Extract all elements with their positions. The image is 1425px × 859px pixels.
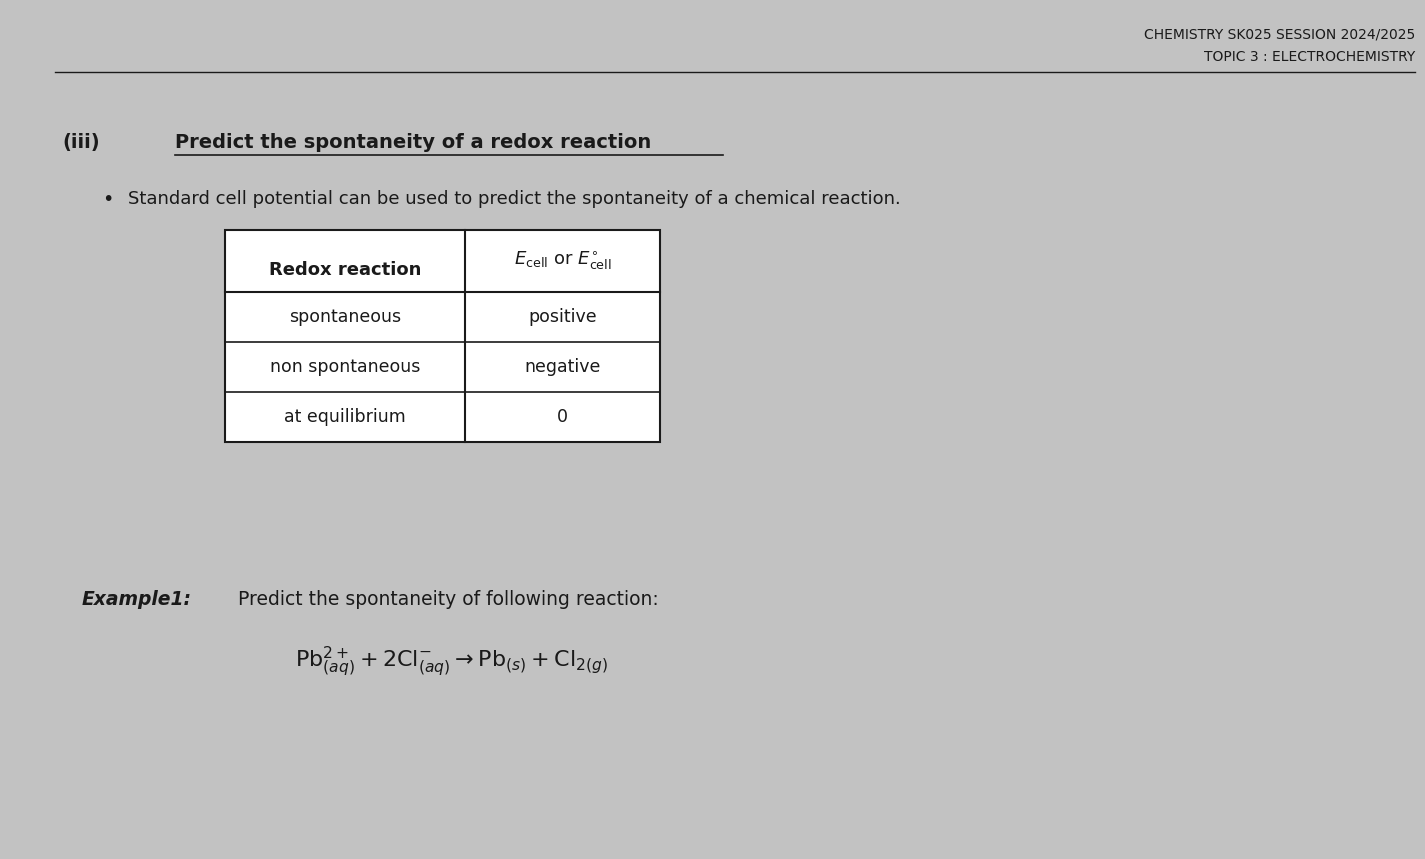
Text: •: • [103, 190, 114, 209]
Text: spontaneous: spontaneous [289, 308, 400, 326]
Text: (iii): (iii) [63, 133, 100, 152]
Text: Predict the spontaneity of a redox reaction: Predict the spontaneity of a redox react… [175, 133, 651, 152]
Text: $\mathrm{Pb}^{2+}_{(aq)} + 2\mathrm{Cl}^{-}_{(aq)} \rightarrow \mathrm{Pb}_{(s)}: $\mathrm{Pb}^{2+}_{(aq)} + 2\mathrm{Cl}^… [295, 645, 608, 679]
Text: Example1:: Example1: [83, 590, 192, 609]
Text: Redox reaction: Redox reaction [269, 261, 422, 279]
Text: Standard cell potential can be used to predict the spontaneity of a chemical rea: Standard cell potential can be used to p… [128, 190, 901, 208]
Text: $E_{\mathrm{cell}}\ \mathrm{or}\ E^{\circ}_{\mathrm{cell}}$: $E_{\mathrm{cell}}\ \mathrm{or}\ E^{\cir… [513, 250, 611, 272]
Text: negative: negative [524, 358, 601, 376]
Text: 0: 0 [557, 408, 569, 426]
Text: CHEMISTRY SK025 SESSION 2024/2025: CHEMISTRY SK025 SESSION 2024/2025 [1144, 28, 1415, 42]
Text: positive: positive [529, 308, 597, 326]
Text: Predict the spontaneity of following reaction:: Predict the spontaneity of following rea… [238, 590, 658, 609]
Bar [225, 230, 660, 442]
Text: non spontaneous: non spontaneous [269, 358, 420, 376]
Text: TOPIC 3 : ELECTROCHEMISTRY: TOPIC 3 : ELECTROCHEMISTRY [1204, 50, 1415, 64]
Text: at equilibrium: at equilibrium [284, 408, 406, 426]
